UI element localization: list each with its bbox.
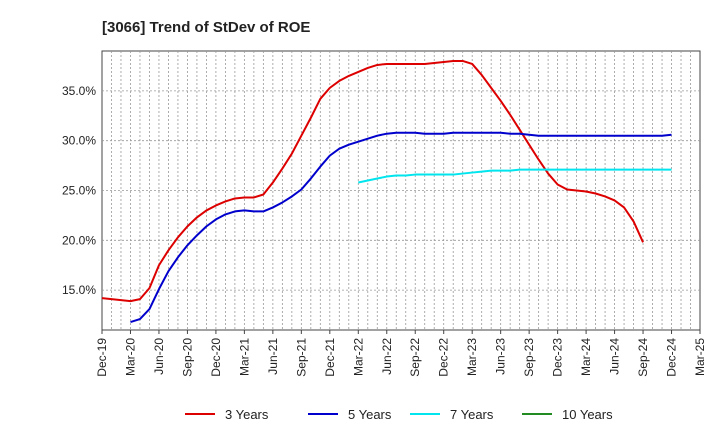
x-tick-label: Mar-20 — [123, 338, 137, 376]
x-tick-label: Dec-20 — [209, 338, 223, 377]
y-tick-label: 25.0% — [62, 184, 96, 198]
y-tick-label: 20.0% — [62, 233, 96, 247]
x-tick-label: Mar-22 — [351, 338, 365, 376]
x-tick-label: Mar-23 — [465, 338, 479, 376]
x-tick-label: Jun-22 — [380, 338, 394, 375]
x-tick-label: Jun-23 — [494, 338, 508, 375]
series-line-5-years — [130, 131, 672, 323]
x-tick-label: Jun-24 — [608, 338, 622, 375]
x-tick-label: Sep-24 — [636, 338, 650, 377]
x-tick-label: Mar-24 — [579, 338, 593, 376]
x-tick-label: Dec-22 — [437, 338, 451, 377]
x-tick-label: Dec-21 — [323, 338, 337, 377]
plot-area — [101, 50, 701, 331]
legend-label: 10 Years — [562, 407, 613, 422]
x-tick-label: Mar-25 — [693, 338, 707, 376]
series-line-3-years — [101, 59, 644, 303]
x-tick-label: Dec-24 — [665, 338, 679, 377]
legend-label: 5 Years — [348, 407, 392, 422]
legend-item: 3 Years — [185, 407, 269, 422]
x-tick-label: Sep-20 — [180, 338, 194, 377]
y-tick-label: 30.0% — [62, 134, 96, 148]
y-tick-label: 35.0% — [62, 84, 96, 98]
legend-item: 10 Years — [522, 407, 613, 422]
x-axis: Dec-19 Mar-20 Jun-20 Sep-20 Dec-20 Mar-21 Jun-… — [95, 330, 707, 377]
x-tick-label: Jun-20 — [152, 338, 166, 375]
x-tick-label: Sep-23 — [522, 338, 536, 377]
x-tick-label: Sep-22 — [408, 338, 422, 377]
x-tick-label: Jun-21 — [266, 338, 280, 375]
series-line-7-years — [358, 168, 672, 184]
grid-lines — [102, 51, 700, 330]
legend-label: 3 Years — [225, 407, 269, 422]
legend-item: 5 Years — [308, 407, 392, 422]
x-tick-label: Dec-19 — [95, 338, 109, 377]
legend: 3 Years 5 Years 7 Years 10 Years — [185, 407, 613, 422]
series-lines — [101, 59, 672, 323]
x-tick-label: Mar-21 — [237, 338, 251, 376]
x-tick-label: Dec-23 — [551, 338, 565, 377]
plot-border — [101, 50, 701, 331]
x-tick-label: Sep-21 — [294, 338, 308, 377]
chart-title: [3066] Trend of StDev of ROE — [102, 19, 310, 36]
legend-label: 7 Years — [450, 407, 494, 422]
y-axis: 15.0% 20.0% 25.0% 30.0% 35.0% — [62, 84, 96, 297]
y-tick-label: 15.0% — [62, 283, 96, 297]
legend-item: 7 Years — [410, 407, 494, 422]
